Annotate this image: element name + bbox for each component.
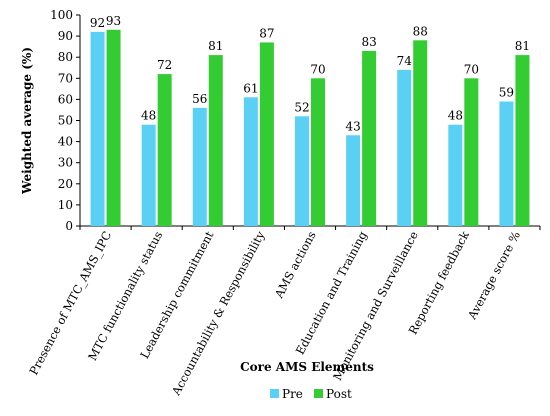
y-tick-label: 100 [50, 8, 73, 22]
bar-pre [243, 97, 258, 226]
y-tick-label: 0 [65, 219, 73, 233]
y-axis: 0 10 20 30 40 50 60 70 80 90 100 [50, 8, 81, 233]
bar-post [413, 40, 428, 226]
bar-post [464, 78, 479, 226]
data-label-pre: 92 [90, 16, 105, 30]
bar-post [259, 42, 274, 227]
y-tick-label: 70 [58, 71, 73, 85]
bar-pre [295, 116, 309, 226]
data-label-pre: 56 [192, 92, 207, 106]
bar-post [106, 29, 121, 226]
data-labels: 92 93 48 72 56 81 61 87 52 70 43 83 74 88 48 70 59 81 [90, 14, 530, 134]
legend-swatch-post [314, 389, 323, 398]
data-label-post: 81 [208, 39, 223, 53]
x-axis-title: Core AMS Elements [240, 360, 374, 374]
data-label-post: 81 [515, 39, 530, 53]
bar-pre [397, 69, 412, 226]
bars [90, 29, 530, 227]
data-label-pre: 59 [499, 86, 514, 100]
data-label-pre: 61 [243, 81, 258, 95]
bar-pre [90, 31, 105, 226]
legend-label-pre: Pre [282, 387, 303, 401]
data-label-post: 88 [413, 24, 428, 38]
bar-post [515, 55, 530, 227]
data-label-post: 87 [259, 26, 274, 40]
bar-pre [192, 107, 207, 226]
legend-swatch-pre [270, 389, 279, 398]
y-tick-label: 80 [58, 50, 73, 64]
bar-pre [346, 135, 361, 226]
data-label-pre: 43 [345, 119, 360, 133]
data-label-post: 83 [361, 35, 376, 49]
x-category-label: AMS actions [271, 229, 318, 301]
x-category-label: Average score % [464, 229, 523, 323]
bar-post [311, 78, 325, 226]
legend: Pre Post [270, 387, 352, 401]
data-label-post: 70 [464, 62, 479, 76]
y-axis-title: Weighted average (%) [20, 47, 34, 195]
y-tick-label: 30 [58, 156, 73, 170]
data-label-pre: 74 [397, 54, 413, 68]
data-label-post: 93 [106, 14, 121, 28]
y-tick-label: 10 [58, 198, 73, 212]
bar-pre [448, 124, 463, 226]
y-tick-label: 50 [58, 114, 73, 128]
data-label-pre: 48 [141, 109, 156, 123]
bar-post [208, 55, 223, 227]
data-label-pre: 52 [294, 100, 309, 114]
bar-post [362, 50, 377, 227]
y-tick-label: 40 [58, 135, 73, 149]
y-tick-label: 90 [58, 29, 73, 43]
y-tick-label: 60 [58, 92, 73, 106]
bar-pre [141, 124, 156, 226]
legend-label-post: Post [326, 387, 352, 401]
bar-post [157, 74, 172, 226]
bar-pre [499, 101, 514, 226]
data-label-pre: 48 [448, 109, 463, 123]
data-label-post: 70 [310, 62, 325, 76]
y-tick-label: 20 [58, 177, 73, 191]
data-label-post: 72 [157, 58, 172, 72]
